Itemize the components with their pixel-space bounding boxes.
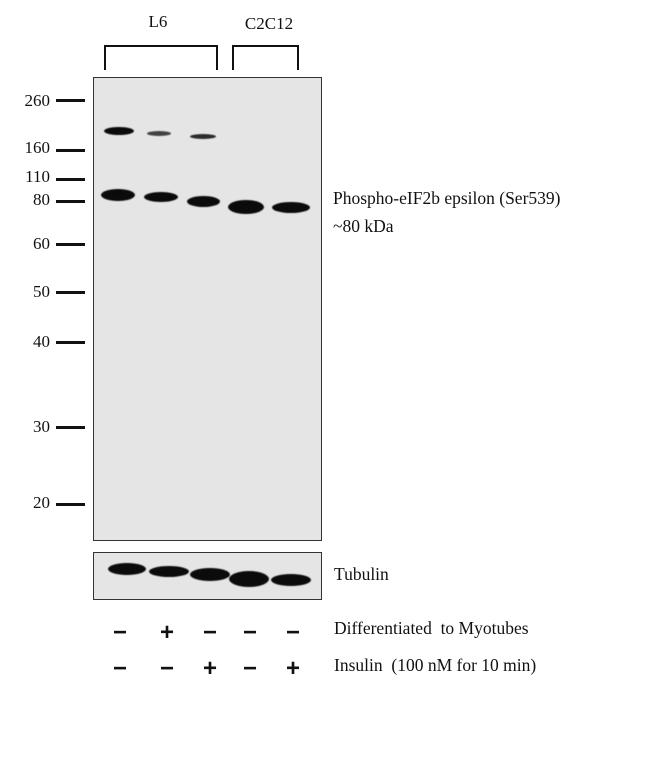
target-mw-label: ~80 kDa: [333, 216, 394, 236]
band-target-lane3: [187, 196, 220, 207]
loading-control-label: Tubulin: [334, 564, 389, 584]
marker-tick-110: [56, 178, 85, 181]
band-upper-lane3: [190, 134, 216, 139]
band-tubulin-lane5: [271, 574, 311, 586]
marker-tick-160: [56, 149, 85, 152]
band-target-lane2: [144, 192, 178, 202]
bracket-l6: [104, 45, 218, 70]
marker-label-160: 160: [24, 138, 51, 157]
marker-label-30: 30: [33, 417, 50, 436]
group-label-l6: L6: [148, 12, 168, 31]
band-tubulin-lane2: [149, 566, 189, 577]
target-protein-label: Phospho-eIF2b epsilon (Ser539): [333, 188, 561, 208]
marker-label-50: 50: [33, 282, 50, 301]
marker-label-80: 80: [33, 190, 50, 209]
main-blot-panel: [93, 77, 322, 541]
marker-tick-40: [56, 341, 85, 344]
marker-label-110: 110: [25, 167, 50, 186]
band-target-lane1: [101, 189, 135, 201]
bracket-c2c12: [232, 45, 299, 70]
tubulin-blot-panel: [93, 552, 322, 600]
marker-tick-80: [56, 200, 85, 203]
condition-label-differentiated: Differentiated to Myotubes: [334, 618, 529, 638]
band-tubulin-lane1: [108, 563, 146, 575]
sign-insulin-lane1: −: [112, 655, 127, 682]
sign-diff-lane5: −: [285, 619, 300, 646]
marker-tick-60: [56, 243, 85, 246]
sign-diff-lane4: −: [242, 619, 257, 646]
band-upper-lane2: [147, 131, 171, 136]
marker-label-60: 60: [33, 234, 50, 253]
band-target-lane4: [228, 200, 264, 214]
band-tubulin-lane4: [229, 571, 269, 587]
sign-insulin-lane2: −: [159, 655, 174, 682]
marker-tick-30: [56, 426, 85, 429]
marker-label-40: 40: [33, 332, 50, 351]
band-upper-lane1: [104, 127, 134, 135]
marker-label-260: 260: [24, 91, 51, 110]
band-tubulin-lane3: [190, 568, 230, 581]
group-label-c2c12: C2C12: [244, 14, 294, 33]
sign-insulin-lane4: −: [242, 655, 257, 682]
band-target-lane5: [272, 202, 310, 213]
marker-tick-20: [56, 503, 85, 506]
sign-diff-lane1: −: [112, 619, 127, 646]
marker-tick-50: [56, 291, 85, 294]
sign-diff-lane3: −: [202, 619, 217, 646]
marker-label-20: 20: [33, 493, 50, 512]
condition-label-insulin: Insulin (100 nM for 10 min): [334, 655, 537, 675]
sign-diff-lane2: +: [159, 619, 174, 646]
sign-insulin-lane3: +: [202, 655, 217, 682]
sign-insulin-lane5: +: [285, 655, 300, 682]
marker-tick-260: [56, 99, 85, 102]
